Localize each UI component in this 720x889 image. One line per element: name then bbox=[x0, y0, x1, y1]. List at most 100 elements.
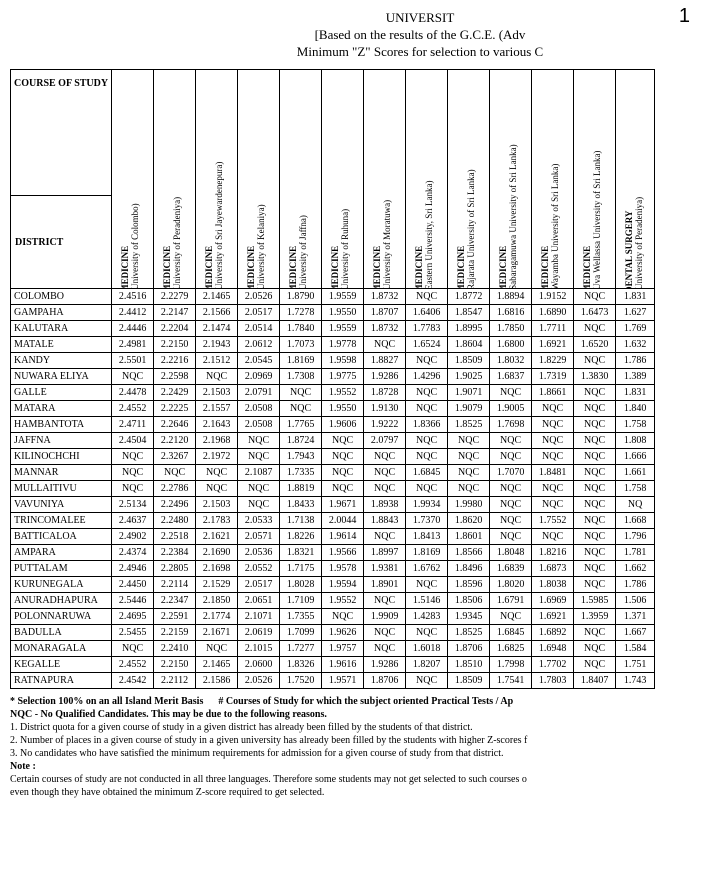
value-cell: 1.8525 bbox=[448, 416, 490, 432]
value-cell: 1.9980 bbox=[448, 496, 490, 512]
value-cell: 1.7099 bbox=[280, 624, 322, 640]
value-cell: 1.7840 bbox=[280, 320, 322, 336]
table-row: VAVUNIYA2.51342.24962.1503NQC1.84331.967… bbox=[11, 496, 655, 512]
value-cell: NQC bbox=[196, 464, 238, 480]
value-cell: 2.2646 bbox=[154, 416, 196, 432]
value-cell: NQC bbox=[574, 320, 616, 336]
value-cell: 1.6816 bbox=[490, 304, 532, 320]
value-cell: 1.666 bbox=[616, 448, 655, 464]
value-cell: NQC bbox=[574, 416, 616, 432]
value-cell: 2.1586 bbox=[196, 672, 238, 688]
value-cell: 2.0508 bbox=[238, 400, 280, 416]
value-cell: 1.9005 bbox=[490, 400, 532, 416]
value-cell: 2.1503 bbox=[196, 496, 238, 512]
value-cell: 1.3959 bbox=[574, 608, 616, 624]
table-row: ANURADHAPURA2.54462.23472.18502.06511.71… bbox=[11, 592, 655, 608]
district-cell: ANURADHAPURA bbox=[11, 592, 112, 608]
value-cell: NQC bbox=[574, 656, 616, 672]
value-cell: NQC bbox=[448, 480, 490, 496]
value-cell: 2.0571 bbox=[238, 528, 280, 544]
table-row: MATARA2.45522.22252.15572.0508NQC1.95501… bbox=[11, 400, 655, 416]
value-cell: 2.4981 bbox=[112, 336, 154, 352]
value-cell: NQC bbox=[406, 400, 448, 416]
value-cell: NQC bbox=[574, 528, 616, 544]
footnote-reason-3: 3. No candidates who have satisfied the … bbox=[10, 747, 720, 760]
value-cell: 2.2429 bbox=[154, 384, 196, 400]
value-cell: 1.584 bbox=[616, 640, 655, 656]
value-cell: 1.9578 bbox=[322, 560, 364, 576]
value-cell: 1.8601 bbox=[448, 528, 490, 544]
value-cell: NQC bbox=[532, 400, 574, 416]
value-cell: 1.6837 bbox=[490, 368, 532, 384]
value-cell: 1.8433 bbox=[280, 496, 322, 512]
district-cell: NUWARA ELIYA bbox=[11, 368, 112, 384]
district-cell: KURUNEGALA bbox=[11, 576, 112, 592]
value-cell: 1.662 bbox=[616, 560, 655, 576]
value-cell: 2.1566 bbox=[196, 304, 238, 320]
value-cell: 1.7520 bbox=[280, 672, 322, 688]
value-cell: 2.2347 bbox=[154, 592, 196, 608]
value-cell: 1.8481 bbox=[532, 464, 574, 480]
value-cell: 1.8509 bbox=[448, 672, 490, 688]
value-cell: 1.786 bbox=[616, 352, 655, 368]
value-cell: NQC bbox=[112, 464, 154, 480]
table-row: RATNAPURA2.45422.21122.15862.05261.75201… bbox=[11, 672, 655, 688]
value-cell: NQC bbox=[280, 384, 322, 400]
value-cell: NQC bbox=[364, 528, 406, 544]
value-cell: NQC bbox=[154, 464, 196, 480]
district-cell: TRINCOMALEE bbox=[11, 512, 112, 528]
value-cell: 2.4542 bbox=[112, 672, 154, 688]
value-cell: 1.9552 bbox=[322, 592, 364, 608]
value-cell: NQC bbox=[364, 448, 406, 464]
table-row: MULLAITIVUNQC2.2786NQCNQC1.8819NQCNQCNQC… bbox=[11, 480, 655, 496]
value-cell: 1.8707 bbox=[364, 304, 406, 320]
value-cell: 2.2480 bbox=[154, 512, 196, 528]
district-cell: AMPARA bbox=[11, 544, 112, 560]
value-cell: 2.2225 bbox=[154, 400, 196, 416]
table-row: KALUTARA2.44462.22042.14742.05141.78401.… bbox=[11, 320, 655, 336]
value-cell: 2.4478 bbox=[112, 384, 154, 400]
value-cell: 1.9934 bbox=[406, 496, 448, 512]
footnote-note-body-2: even though they have obtained the minim… bbox=[10, 786, 720, 799]
value-cell: 1.8229 bbox=[532, 352, 574, 368]
value-cell: 1.7319 bbox=[532, 368, 574, 384]
value-cell: 2.4504 bbox=[112, 432, 154, 448]
value-cell: 2.1943 bbox=[196, 336, 238, 352]
value-cell: 1.7335 bbox=[280, 464, 322, 480]
value-cell: 1.8706 bbox=[364, 672, 406, 688]
district-cell: MULLAITIVU bbox=[11, 480, 112, 496]
value-cell: 1.8506 bbox=[448, 592, 490, 608]
value-cell: 1.8366 bbox=[406, 416, 448, 432]
value-cell: 1.7355 bbox=[280, 608, 322, 624]
value-cell: 2.0600 bbox=[238, 656, 280, 672]
value-cell: 2.0508 bbox=[238, 416, 280, 432]
table-row: AMPARA2.43742.23842.16902.05361.83211.95… bbox=[11, 544, 655, 560]
value-cell: 1.840 bbox=[616, 400, 655, 416]
district-cell: KALUTARA bbox=[11, 320, 112, 336]
value-cell: NQC bbox=[364, 480, 406, 496]
value-cell: 1.7370 bbox=[406, 512, 448, 528]
value-cell: 2.2384 bbox=[154, 544, 196, 560]
value-cell: 2.5501 bbox=[112, 352, 154, 368]
value-cell: 2.4450 bbox=[112, 576, 154, 592]
table-row: JAFFNA2.45042.21202.1968NQC1.8724NQC2.07… bbox=[11, 432, 655, 448]
zscore-table: COURSE OF STUDY MEDICINE(University of C… bbox=[10, 69, 655, 689]
value-cell: 2.2120 bbox=[154, 432, 196, 448]
district-cell: GALLE bbox=[11, 384, 112, 400]
value-cell: NQC bbox=[532, 448, 574, 464]
value-cell: 1.8661 bbox=[532, 384, 574, 400]
value-cell: 2.1015 bbox=[238, 640, 280, 656]
value-cell: 1.8620 bbox=[448, 512, 490, 528]
table-body: COLOMBO2.45162.22792.14652.05261.87901.9… bbox=[11, 288, 655, 688]
page-number: 1 bbox=[679, 5, 690, 28]
value-cell: NQC bbox=[448, 464, 490, 480]
value-cell: 1.808 bbox=[616, 432, 655, 448]
value-cell: 1.8032 bbox=[490, 352, 532, 368]
value-cell: 2.1071 bbox=[238, 608, 280, 624]
value-cell: 1.7698 bbox=[490, 416, 532, 432]
value-cell: 2.1968 bbox=[196, 432, 238, 448]
value-cell: 1.9616 bbox=[322, 656, 364, 672]
value-cell: 1.7943 bbox=[280, 448, 322, 464]
value-cell: NQC bbox=[490, 448, 532, 464]
value-cell: 1.8169 bbox=[280, 352, 322, 368]
